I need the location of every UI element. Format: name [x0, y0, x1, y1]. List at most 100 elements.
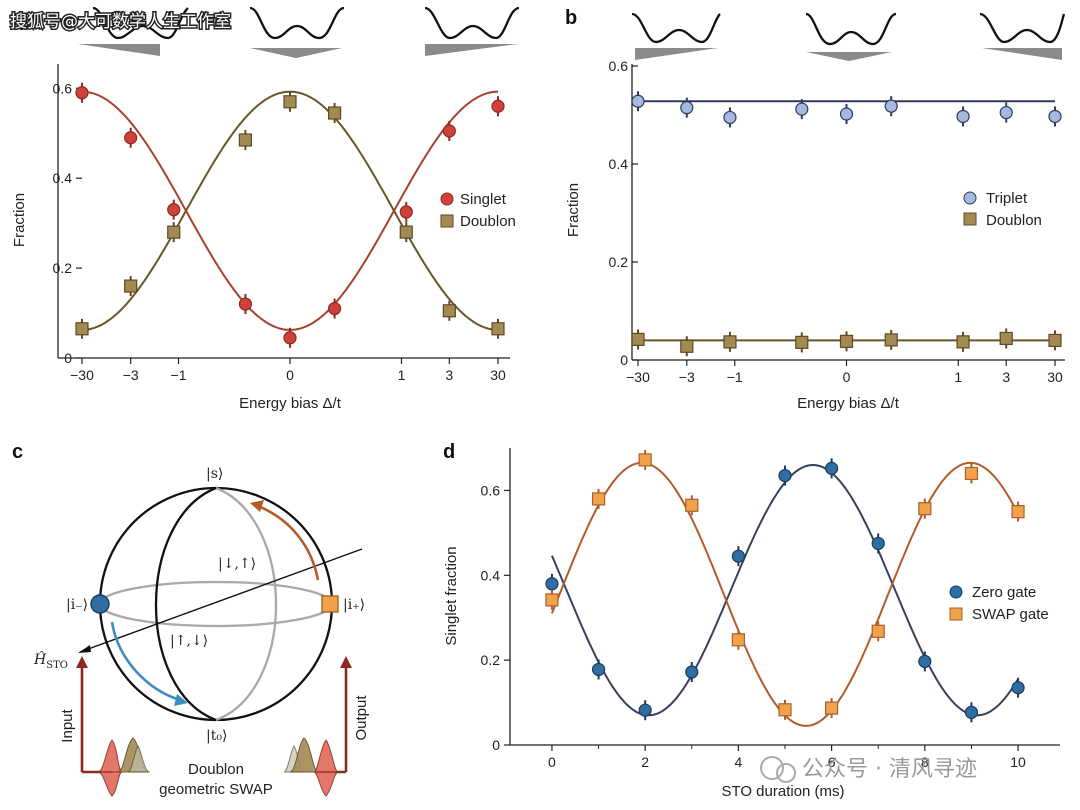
data-point: [327, 301, 342, 316]
rotation-arrow-orange: [257, 504, 320, 581]
well-b-center-icon: [805, 12, 897, 46]
panel-b-ylabel: Fraction: [565, 183, 582, 237]
data-point: [999, 331, 1013, 346]
output-arrow-icon: [340, 656, 352, 668]
data-point: [956, 109, 970, 124]
x-tick-label: 3: [445, 367, 453, 383]
legend-swap-marker: [949, 607, 963, 621]
panel-b-label: b: [565, 7, 577, 29]
tilt-b-right-icon: [982, 48, 1062, 60]
x-tick-label: 30: [490, 367, 506, 383]
tilt-b-left-icon: [635, 48, 718, 60]
y-tick-label: 0.6: [609, 58, 629, 74]
data-point: [124, 131, 138, 145]
data-point: [399, 225, 413, 239]
data-point: [680, 101, 694, 115]
x-tick-label: −1: [171, 367, 187, 383]
data-point: [167, 225, 181, 239]
panel-a-legend: Singlet Doublon: [440, 191, 516, 230]
data-point: [825, 461, 839, 475]
input-arrow-icon: [76, 656, 88, 668]
data-point: [167, 203, 181, 217]
state-i-plus: |i₊⟩: [343, 597, 365, 613]
data-point: [1048, 109, 1062, 124]
wavepacket-right-red-lobe: [313, 771, 339, 797]
legend-zero-marker: [949, 585, 963, 599]
x-tick-label: 30: [1047, 369, 1063, 385]
data-point: [964, 466, 979, 481]
sto-axis-arrow-icon: [78, 645, 91, 653]
state-i-minus: |i₋⟩: [66, 597, 88, 613]
panel-b: b −30 −3 −1 0 1 3 30 0 0.2 0.4 0.6 Fraction Energy…: [565, 7, 1066, 412]
wavepacket-right-red: [313, 739, 339, 773]
data-point: [795, 335, 809, 349]
data-point: [545, 593, 559, 607]
x-tick-label: 2: [641, 754, 649, 770]
x-tick-label: 6: [828, 754, 836, 770]
y-tick-label: 0.4: [481, 567, 501, 583]
meridian-gray: [215, 486, 277, 722]
x-tick-label: −3: [679, 369, 695, 385]
wechat-icon-second: [776, 763, 796, 783]
data-point: [283, 95, 297, 109]
data-point: [680, 339, 694, 353]
x-tick-label: 1: [398, 367, 406, 383]
wavepacket-right-olive: [289, 737, 319, 773]
x-tick-label: −30: [70, 367, 94, 383]
panel-d-label: d: [443, 441, 455, 463]
x-tick-label: 0: [843, 369, 851, 385]
data-point: [442, 304, 456, 318]
x-tick-label: 10: [1010, 754, 1026, 770]
rotation-arrow-orange-head-icon: [250, 500, 264, 512]
tilt-b-center-icon: [806, 52, 892, 61]
legend-b-doublon-marker: [963, 212, 977, 226]
panel-a-ylabel: Fraction: [11, 193, 28, 247]
rotation-arrow-blue: [110, 621, 181, 702]
tilt-left-icon: [78, 44, 160, 56]
y-tick-label: 0.4: [609, 156, 629, 172]
x-tick-label: −3: [123, 367, 139, 383]
well-left-icon: [92, 6, 189, 40]
fit-curve: [550, 463, 1019, 717]
data-point: [839, 107, 854, 121]
panel-d-ylabel: Singlet fraction: [443, 546, 460, 645]
output-label: Output: [353, 695, 370, 741]
panel-c-label: c: [12, 441, 23, 463]
data-point: [964, 705, 979, 719]
data-point: [238, 297, 253, 311]
state-i-plus-marker: [321, 595, 339, 613]
wavepacket-left-red: [97, 739, 123, 773]
wavepacket-right: [283, 737, 339, 797]
fit-curve: [82, 90, 498, 331]
data-point: [283, 331, 297, 345]
hamiltonian-label: ĤSTO: [33, 650, 68, 671]
state-i-minus-marker: [90, 594, 110, 614]
panel-d-xlabel: STO duration (ms): [721, 783, 844, 800]
panel-b-legend: Triplet Doublon: [963, 190, 1042, 229]
y-tick-label: 0.2: [481, 652, 501, 668]
data-point: [795, 102, 809, 116]
state-t0: |t₀⟩: [206, 728, 227, 744]
x-tick-label: 0: [286, 367, 294, 383]
tilt-center-icon: [250, 48, 342, 58]
watermark-top: 搜狐号@大可数学人生工作室: [10, 12, 231, 32]
fit-curve: [550, 461, 1019, 727]
data-point: [75, 322, 89, 336]
data-point: [685, 665, 699, 679]
y-tick-label: 0: [64, 350, 72, 366]
panel-a: a −30 −3 −1 0 1 3 30 0 0.2 0.4 0.6 Fraction Energy…: [11, 6, 520, 412]
data-point: [731, 633, 745, 647]
legend-doublon-marker: [440, 214, 454, 228]
tilt-right-icon: [425, 44, 518, 56]
caption-geometric-swap: geometric SWAP: [159, 781, 273, 798]
well-b-right-icon: [979, 12, 1066, 44]
legend-zero-gate: Zero gate: [972, 584, 1036, 601]
data-point: [956, 335, 970, 349]
x-tick-label: 0: [548, 754, 556, 770]
legend-singlet: Singlet: [460, 191, 507, 208]
well-b-left-icon: [631, 12, 721, 44]
input-label: Input: [59, 708, 76, 742]
legend-doublon: Doublon: [460, 213, 516, 230]
wavepacket-left-gray: [127, 745, 151, 773]
equator-ellipse: [98, 580, 334, 628]
